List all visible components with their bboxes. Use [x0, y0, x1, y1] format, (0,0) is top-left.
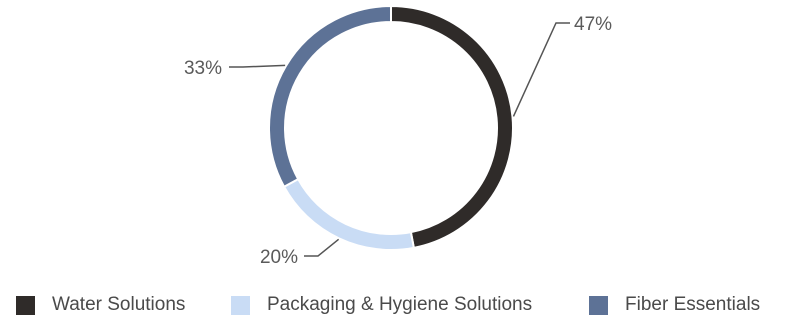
leader-line-packaging-hygiene-solutions [304, 238, 340, 257]
slice-labels: 47% 20% 33% [184, 14, 612, 268]
slice-label-packaging-hygiene-solutions: 20% [260, 247, 298, 268]
legend-label-fiber-essentials: Fiber Essentials [625, 294, 761, 315]
legend-swatch-packaging-hygiene-solutions [231, 295, 250, 315]
slice-water-solutions [390, 4, 514, 250]
legend-swatch-water-solutions [16, 295, 35, 315]
donut-slices [268, 4, 514, 251]
leader-line-water-solutions [512, 22, 570, 117]
slice-fiber-essentials [268, 4, 392, 189]
legend-label-packaging-hygiene-solutions: Packaging & Hygiene Solutions [267, 294, 533, 315]
legend-item-packaging-hygiene-solutions: Packaging & Hygiene Solutions [231, 291, 532, 319]
slice-label-fiber-essentials: 33% [184, 58, 222, 79]
slice-packaging-hygiene-solutions [282, 177, 416, 251]
legend: Water Solutions Packaging & Hygiene Solu… [0, 291, 786, 319]
legend-item-fiber-essentials: Fiber Essentials [589, 291, 760, 319]
leader-lines [229, 22, 570, 257]
legend-item-water-solutions: Water Solutions [16, 291, 185, 319]
slice-label-water-solutions: 47% [574, 14, 612, 35]
legend-swatch-fiber-essentials [589, 295, 608, 315]
legend-label-water-solutions: Water Solutions [52, 294, 186, 315]
leader-line-fiber-essentials [229, 64, 286, 68]
